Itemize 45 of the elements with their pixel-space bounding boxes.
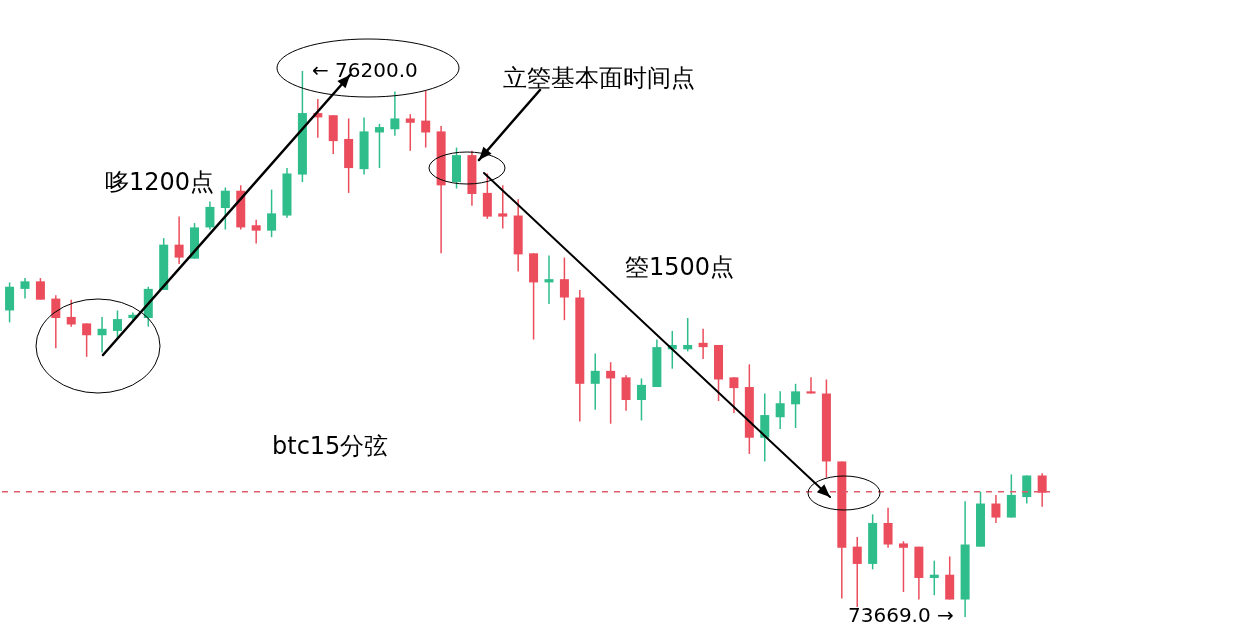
candlestick: [883, 507, 893, 549]
candlestick: [390, 90, 400, 137]
candlestick: [374, 123, 384, 169]
candlestick: [82, 322, 92, 358]
text: btc15分弦: [272, 432, 389, 460]
annotation: 73669.0 →: [848, 603, 954, 627]
candlestick: [606, 361, 616, 425]
candlestick: [559, 256, 569, 321]
candlestick: [806, 376, 816, 395]
candlestick: [636, 377, 646, 422]
candlestick: [683, 317, 693, 353]
candlestick: [1037, 472, 1047, 508]
candlestick: [729, 376, 739, 414]
candlestick: [1006, 473, 1016, 519]
candlestick: [929, 559, 939, 596]
candlestick: [621, 374, 631, 412]
candlestick: [482, 172, 492, 220]
candlestick: [991, 494, 1001, 524]
candlestick: [267, 188, 277, 238]
candlestick: [698, 328, 708, 360]
candlestick: [5, 281, 15, 324]
candlestick: [35, 277, 45, 301]
candlestick: [791, 383, 801, 429]
candlestick: [205, 200, 215, 231]
candlestick: [97, 316, 107, 354]
candlestick: [544, 254, 554, 305]
candlestick: [405, 113, 415, 152]
candlestick: [498, 184, 508, 230]
annotation: ← 76200.0: [312, 58, 418, 82]
candlestick: [66, 298, 76, 328]
candlestick: [174, 215, 184, 265]
candlestick: [112, 309, 122, 340]
candlestick: [421, 89, 431, 149]
candlestick: [775, 390, 785, 430]
candlestick: [590, 352, 600, 411]
candlestick: [760, 392, 770, 463]
candlestick: [898, 540, 908, 593]
candlestick: [20, 277, 30, 300]
annotation: 箜1500点: [625, 253, 735, 281]
candlestick: [251, 219, 261, 245]
candlestick: [1022, 474, 1032, 505]
annotation: 哆1200点: [105, 168, 215, 196]
annotation: 立箜基本面时间点: [503, 64, 695, 92]
candlestick: [852, 536, 862, 608]
candlestick: [220, 186, 230, 231]
